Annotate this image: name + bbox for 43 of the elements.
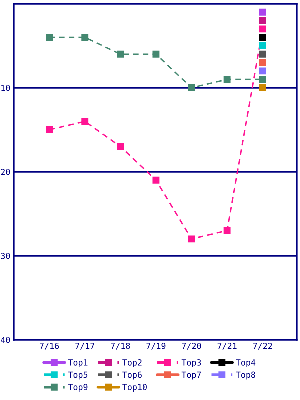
legend-label: Top10 [122, 384, 147, 392]
point [82, 34, 89, 42]
point [188, 84, 196, 92]
y-tick-label: 40 [1, 337, 10, 344]
point [117, 143, 124, 150]
x-tick-label: 7/20 [182, 342, 202, 350]
y-tick-label: 10 [2, 85, 10, 92]
point [259, 59, 266, 66]
x-tick-label: 7/16 [40, 342, 60, 350]
point [188, 236, 196, 243]
point [259, 34, 266, 42]
point [259, 76, 266, 84]
point [152, 50, 160, 58]
point [259, 26, 266, 33]
point [46, 126, 54, 134]
x-tick-label: 7/19 [146, 342, 166, 350]
point [82, 118, 89, 126]
point [117, 50, 124, 58]
x-tick-label: 7/18 [111, 342, 130, 350]
point [259, 50, 266, 58]
y-tick-label: 30 [1, 253, 10, 260]
point [259, 8, 266, 16]
point [224, 76, 231, 84]
legend-label: Top8 [236, 372, 256, 380]
x-tick-label: 7/17 [76, 343, 95, 350]
legend-label: Top9 [68, 384, 88, 392]
point [152, 176, 160, 184]
point [259, 42, 266, 50]
point [259, 84, 266, 92]
legend-label: Top6 [122, 372, 142, 380]
x-tick-label: 7/21 [218, 342, 237, 350]
x-tick-label: 7/22 [253, 342, 272, 350]
legend-label: Top7 [182, 372, 202, 380]
y-tick-label: 20 [1, 169, 10, 176]
point [259, 17, 266, 24]
legend-label: Top2 [122, 360, 142, 368]
legend-label: Top5 [68, 372, 88, 380]
point [46, 34, 54, 42]
legend-label: Top1 [68, 360, 88, 368]
legend-label: Top4 [236, 360, 256, 368]
point [224, 227, 231, 234]
point [259, 68, 266, 75]
legend-label: Top3 [182, 360, 202, 368]
